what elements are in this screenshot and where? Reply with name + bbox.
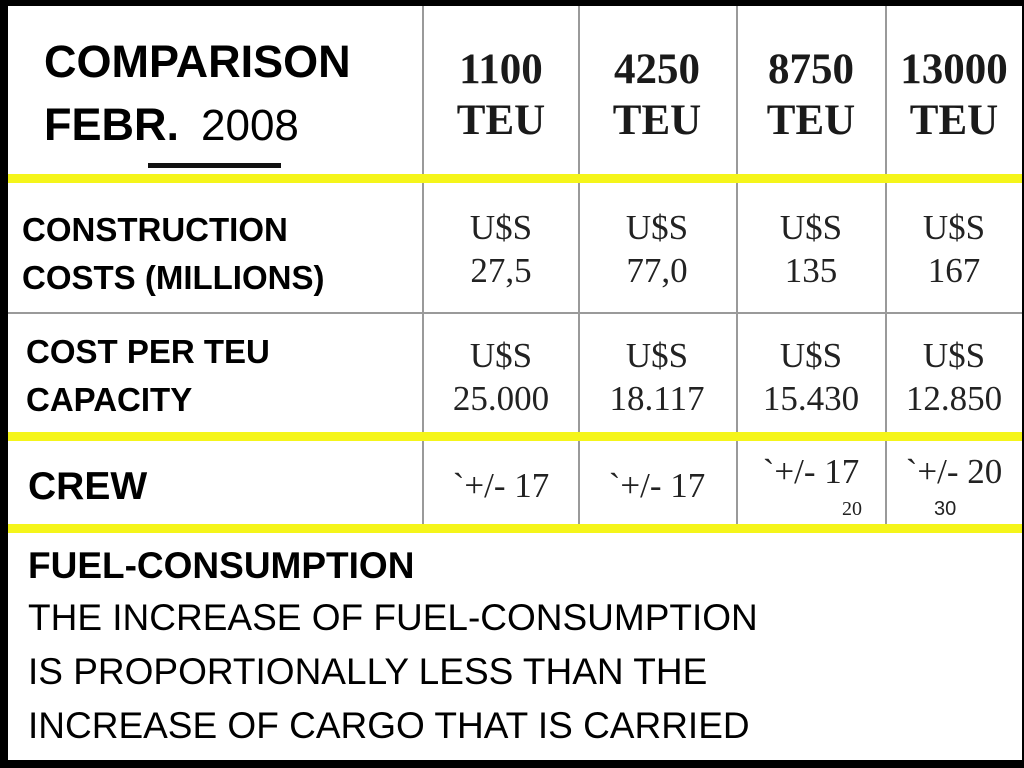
cell-value: 18.117 bbox=[609, 379, 705, 418]
fuel-heading: FUEL-CONSUMPTION bbox=[28, 545, 415, 586]
column-divider bbox=[578, 6, 580, 528]
row-label-construction: CONSTRUCTION COSTS (MILLIONS) bbox=[22, 206, 324, 302]
column-number: 1100 bbox=[459, 46, 543, 93]
crew-cell: `+/- 17 bbox=[452, 466, 550, 505]
highlight-line bbox=[8, 524, 1022, 533]
column-divider bbox=[422, 6, 424, 528]
row-label-cost-per-teu: COST PER TEU CAPACITY bbox=[26, 328, 270, 424]
column-header-8750: 8750 TEU bbox=[736, 44, 886, 146]
crew-cell: `+/- 20 bbox=[905, 452, 1003, 491]
title-month: FEBR. bbox=[44, 99, 179, 150]
cell-currency: U$S bbox=[779, 336, 843, 375]
cell-currency: U$S bbox=[625, 336, 689, 375]
cost-per-teu-cell: U$S 15.430 bbox=[736, 334, 886, 420]
row-divider bbox=[8, 312, 1022, 314]
cell-value: 135 bbox=[784, 251, 838, 290]
column-header-13000: 13000 TEU bbox=[886, 44, 1022, 146]
slide: COMPARISON FEBR. 2008 1100 TEU 4250 TEU … bbox=[8, 6, 1022, 760]
fuel-text-line: IS PROPORTIONALLY LESS THAN THE bbox=[28, 651, 708, 692]
fuel-section: FUEL-CONSUMPTION THE INCREASE OF FUEL-CO… bbox=[8, 533, 1022, 760]
fuel-text-line: INCREASE OF CARGO THAT IS CARRIED bbox=[28, 705, 750, 746]
column-number: 13000 bbox=[900, 46, 1008, 93]
row-label-line: COST PER TEU bbox=[26, 333, 270, 370]
crew-footnote-small: 20 bbox=[842, 498, 862, 520]
crew-cell: `+/- 17 bbox=[608, 466, 706, 505]
cost-per-teu-cell: U$S 25.000 bbox=[426, 334, 576, 420]
row-label-line: COSTS (MILLIONS) bbox=[22, 259, 325, 296]
row-label-line: CONSTRUCTION bbox=[22, 211, 288, 248]
column-divider bbox=[885, 6, 887, 528]
column-header-4250: 4250 TEU bbox=[582, 44, 732, 146]
column-unit: TEU bbox=[909, 97, 999, 144]
column-header-1100: 1100 TEU bbox=[426, 44, 576, 146]
construction-cell: U$S 77,0 bbox=[582, 206, 732, 292]
cell-value: 12.850 bbox=[905, 379, 1003, 418]
cost-per-teu-cell: U$S 12.850 bbox=[886, 334, 1022, 420]
column-number: 4250 bbox=[614, 46, 700, 93]
column-number: 8750 bbox=[768, 46, 854, 93]
cell-currency: U$S bbox=[922, 208, 986, 247]
column-unit: TEU bbox=[456, 97, 546, 144]
highlight-line bbox=[8, 174, 1022, 183]
cell-value: 167 bbox=[927, 251, 981, 290]
cell-value: 27,5 bbox=[470, 251, 532, 290]
cell-currency: U$S bbox=[922, 336, 986, 375]
cell-value: 25.000 bbox=[452, 379, 550, 418]
column-unit: TEU bbox=[766, 97, 856, 144]
title-line2: FEBR. 2008 bbox=[44, 96, 299, 165]
construction-cell: U$S 135 bbox=[736, 206, 886, 292]
cell-value: 15.430 bbox=[762, 379, 860, 418]
cell-currency: U$S bbox=[469, 336, 533, 375]
title-year: 2008 bbox=[201, 101, 299, 150]
title-underline bbox=[148, 163, 281, 168]
column-divider bbox=[736, 6, 738, 528]
row-label-crew: CREW bbox=[28, 465, 148, 508]
crew-cell: `+/- 17 bbox=[762, 452, 860, 491]
crew-footnote-right: 30 bbox=[934, 498, 957, 520]
cost-per-teu-cell: U$S 18.117 bbox=[582, 334, 732, 420]
column-unit: TEU bbox=[612, 97, 702, 144]
title-line1: COMPARISON bbox=[44, 36, 351, 87]
construction-cell: U$S 27,5 bbox=[426, 206, 576, 292]
cell-currency: U$S bbox=[469, 208, 533, 247]
highlight-line bbox=[8, 432, 1022, 441]
construction-cell: U$S 167 bbox=[886, 206, 1022, 292]
cell-value: 77,0 bbox=[626, 251, 688, 290]
cell-currency: U$S bbox=[779, 208, 843, 247]
cell-currency: U$S bbox=[625, 208, 689, 247]
row-label-line: CAPACITY bbox=[26, 381, 193, 418]
fuel-text-line: THE INCREASE OF FUEL-CONSUMPTION bbox=[28, 597, 758, 638]
